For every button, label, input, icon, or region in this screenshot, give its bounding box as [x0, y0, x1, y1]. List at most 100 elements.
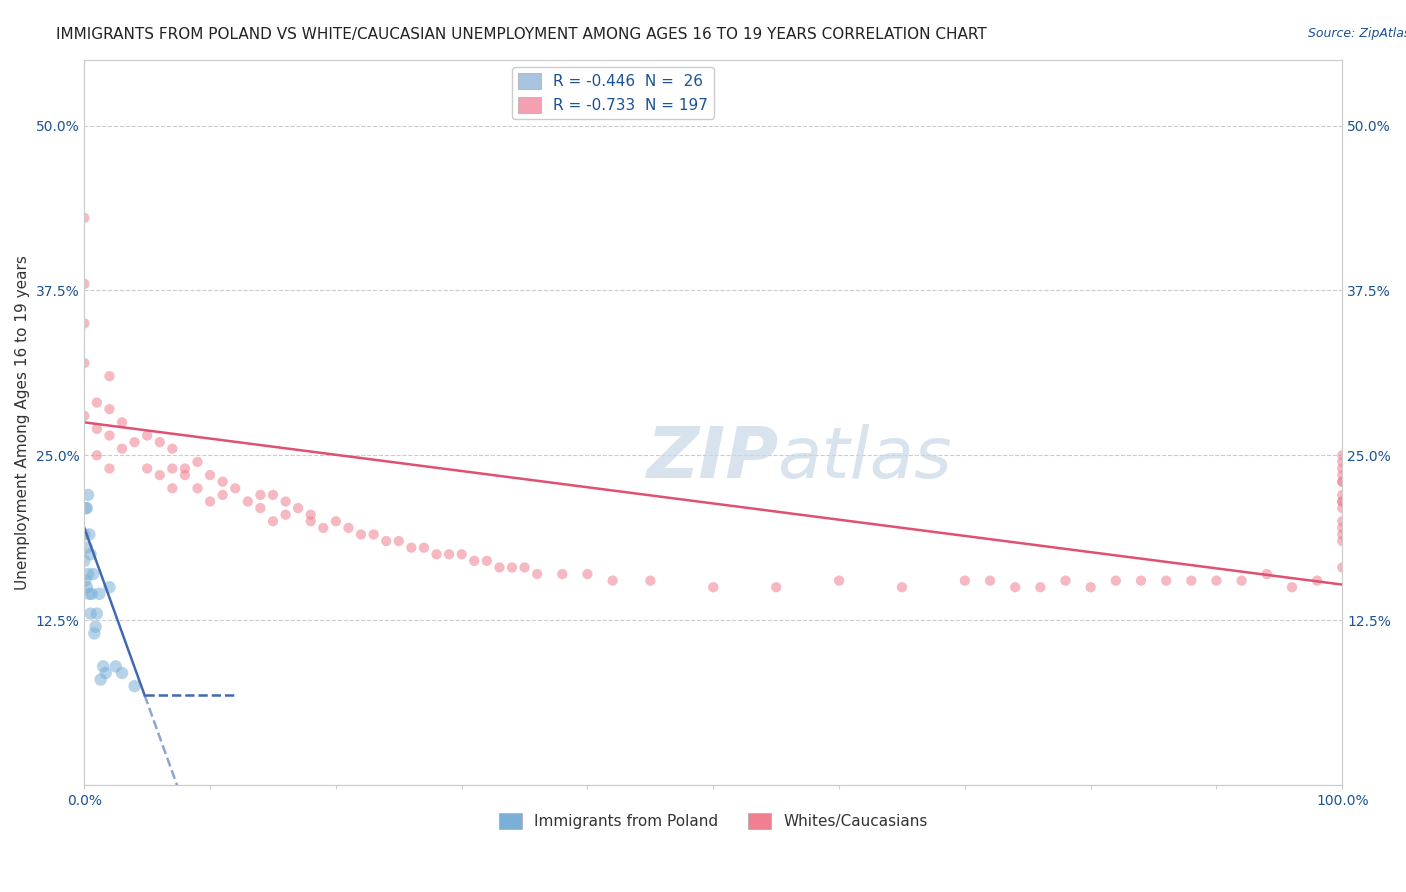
Point — [551, 567, 574, 582]
Point — [73, 317, 96, 331]
Text: ZIP: ZIP — [647, 424, 779, 493]
Point — [249, 501, 271, 516]
Point — [224, 481, 246, 495]
Point — [198, 468, 221, 483]
Y-axis label: Unemployment Among Ages 16 to 19 years: Unemployment Among Ages 16 to 19 years — [15, 255, 30, 590]
Point — [80, 587, 103, 601]
Point — [111, 415, 134, 429]
Point — [1029, 580, 1052, 594]
Point — [388, 534, 411, 549]
Point — [828, 574, 851, 588]
Point — [186, 481, 208, 495]
Point — [425, 547, 447, 561]
Point — [98, 461, 121, 475]
Point — [75, 574, 97, 588]
Point — [1080, 580, 1102, 594]
Point — [274, 508, 297, 522]
Text: atlas: atlas — [778, 424, 952, 493]
Point — [91, 659, 114, 673]
Point — [450, 547, 472, 561]
Point — [1281, 580, 1303, 594]
Text: IMMIGRANTS FROM POLAND VS WHITE/CAUCASIAN UNEMPLOYMENT AMONG AGES 16 TO 19 YEARS: IMMIGRANTS FROM POLAND VS WHITE/CAUCASIA… — [56, 27, 987, 42]
Point — [337, 521, 360, 535]
Point — [73, 356, 96, 370]
Point — [765, 580, 787, 594]
Point — [111, 665, 134, 680]
Point — [79, 587, 101, 601]
Point — [79, 527, 101, 541]
Point — [1130, 574, 1153, 588]
Point — [76, 541, 98, 555]
Point — [186, 455, 208, 469]
Point — [77, 567, 100, 582]
Point — [98, 580, 121, 594]
Point — [211, 488, 233, 502]
Point — [1331, 468, 1354, 483]
Point — [526, 567, 548, 582]
Legend: Immigrants from Poland, Whites/Caucasians: Immigrants from Poland, Whites/Caucasian… — [492, 807, 934, 836]
Point — [86, 395, 108, 409]
Point — [149, 435, 172, 450]
Point — [274, 494, 297, 508]
Point — [513, 560, 536, 574]
Point — [73, 277, 96, 291]
Point — [1331, 501, 1354, 516]
Point — [463, 554, 485, 568]
Point — [262, 488, 284, 502]
Point — [79, 547, 101, 561]
Point — [702, 580, 724, 594]
Point — [262, 514, 284, 528]
Point — [602, 574, 624, 588]
Point — [98, 369, 121, 384]
Point — [488, 560, 510, 574]
Point — [1331, 494, 1354, 508]
Point — [1331, 448, 1354, 462]
Point — [211, 475, 233, 489]
Point — [111, 442, 134, 456]
Point — [1105, 574, 1128, 588]
Point — [1331, 475, 1354, 489]
Point — [77, 488, 100, 502]
Point — [363, 527, 385, 541]
Point — [979, 574, 1001, 588]
Point — [90, 673, 112, 687]
Point — [1154, 574, 1177, 588]
Point — [1331, 560, 1354, 574]
Point — [891, 580, 914, 594]
Point — [375, 534, 398, 549]
Point — [576, 567, 599, 582]
Point — [73, 409, 96, 423]
Point — [198, 494, 221, 508]
Point — [86, 607, 108, 621]
Point — [73, 211, 96, 225]
Point — [86, 448, 108, 462]
Point — [86, 422, 108, 436]
Point — [1230, 574, 1253, 588]
Point — [1205, 574, 1227, 588]
Point — [162, 481, 184, 495]
Point — [401, 541, 423, 555]
Point — [1331, 521, 1354, 535]
Point — [325, 514, 347, 528]
Point — [124, 435, 146, 450]
Point — [1331, 488, 1354, 502]
Point — [437, 547, 460, 561]
Point — [299, 514, 322, 528]
Point — [1331, 455, 1354, 469]
Point — [1306, 574, 1329, 588]
Point — [299, 508, 322, 522]
Point — [350, 527, 373, 541]
Point — [94, 665, 117, 680]
Point — [1331, 527, 1354, 541]
Point — [76, 501, 98, 516]
Point — [124, 679, 146, 693]
Point — [76, 580, 98, 594]
Point — [136, 461, 159, 475]
Point — [162, 461, 184, 475]
Point — [1331, 475, 1354, 489]
Point — [1331, 461, 1354, 475]
Point — [73, 527, 96, 541]
Point — [1256, 567, 1278, 582]
Text: Source: ZipAtlas.com: Source: ZipAtlas.com — [1308, 27, 1406, 40]
Point — [98, 402, 121, 417]
